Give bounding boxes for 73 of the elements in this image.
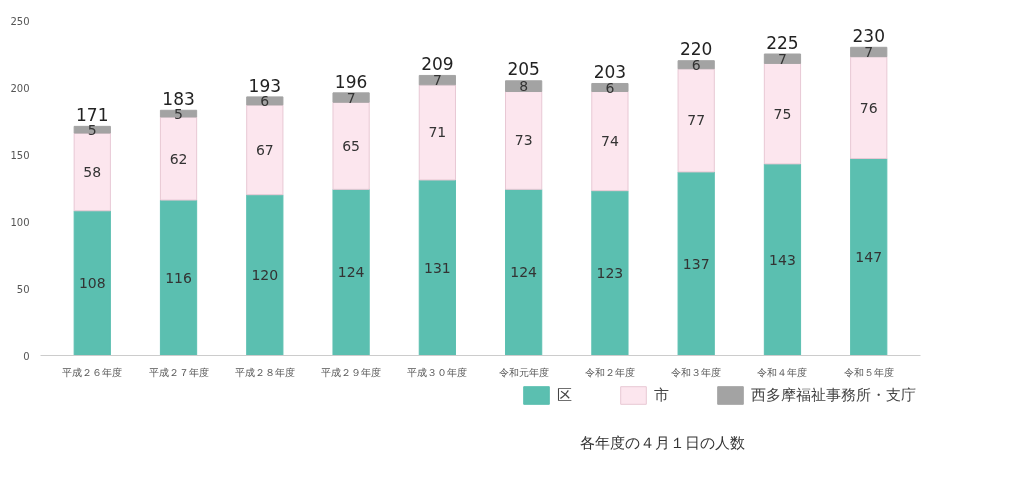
total-label: 196 <box>334 71 368 92</box>
legend-label: 市 <box>654 385 670 405</box>
bar <box>418 84 456 181</box>
data-label: 120 <box>251 267 279 284</box>
x-tick-label: 平成２６年度 <box>62 366 123 378</box>
data-label: 7 <box>346 89 356 106</box>
bar <box>246 104 284 196</box>
bar <box>763 62 802 165</box>
text: 各年度の４月１日の人数 <box>579 433 745 452</box>
bar <box>677 68 715 173</box>
data-label: 7 <box>864 43 874 60</box>
bar <box>159 109 198 118</box>
data-label: 116 <box>165 269 192 286</box>
y-tick-label: 200 <box>10 82 30 94</box>
data-label: 108 <box>78 275 106 292</box>
total-label: 209 <box>421 54 454 75</box>
data-label: 58 <box>83 163 102 180</box>
data-label: 76 <box>859 99 878 116</box>
bar <box>850 158 888 356</box>
data-label: 75 <box>773 105 792 122</box>
bar <box>332 92 370 103</box>
total-label: 230 <box>852 25 885 46</box>
data-label: 7 <box>432 72 442 89</box>
data-label: 137 <box>682 255 710 272</box>
x-tick-label: 令和３年度 <box>671 366 722 378</box>
bar <box>246 96 284 106</box>
data-label: 124 <box>510 264 538 281</box>
x-tick-label: 令和５年度 <box>843 366 894 378</box>
data-label: 71 <box>428 124 447 141</box>
bar <box>73 210 111 356</box>
data-label: 65 <box>342 137 361 154</box>
data-label: 7 <box>778 50 787 67</box>
data-label: 131 <box>424 259 451 276</box>
x-tick-label: 令和元年度 <box>498 366 549 378</box>
bar <box>677 171 715 356</box>
bar <box>850 56 888 160</box>
x-tick-label: 平成２８年度 <box>234 366 295 378</box>
y-tick-label: 50 <box>16 283 30 295</box>
bar <box>159 199 198 356</box>
x-tick-label: 令和２年度 <box>584 366 635 378</box>
y-tick-label: 250 <box>10 15 30 27</box>
legend-label: 西多摩福祉事務所・支庁 <box>751 385 916 405</box>
x-tick-label: 令和４年度 <box>757 366 808 378</box>
data-label: 8 <box>519 78 529 95</box>
x-tick-label: 平成３０年度 <box>407 366 468 378</box>
y-tick-label: 150 <box>10 149 30 161</box>
bar <box>591 91 629 192</box>
data-label: 74 <box>601 133 619 150</box>
data-label: 67 <box>255 141 274 158</box>
bar <box>763 163 802 356</box>
data-label: 143 <box>769 251 796 268</box>
y-tick-label: 100 <box>10 216 30 228</box>
total-label: 225 <box>766 32 799 53</box>
bar <box>763 53 802 64</box>
y-tick-label: 0 <box>23 350 30 362</box>
data-label: 123 <box>596 265 624 282</box>
data-label: 124 <box>337 264 365 281</box>
bar <box>505 188 543 356</box>
x-tick-label: 平成２９年度 <box>321 366 382 378</box>
data-label: 73 <box>514 132 533 149</box>
data-label: 147 <box>855 249 883 266</box>
data-label: 62 <box>169 150 188 167</box>
data-label: 77 <box>687 112 706 129</box>
legend-label: 区 <box>557 385 573 405</box>
bar <box>73 125 111 134</box>
bar <box>505 91 543 190</box>
bar <box>246 194 284 356</box>
bar <box>591 190 629 356</box>
bar <box>418 179 456 356</box>
total-label: 205 <box>507 59 540 80</box>
bar <box>332 101 370 190</box>
x-tick-label: 平成２７年度 <box>148 366 209 378</box>
bar <box>332 188 370 356</box>
